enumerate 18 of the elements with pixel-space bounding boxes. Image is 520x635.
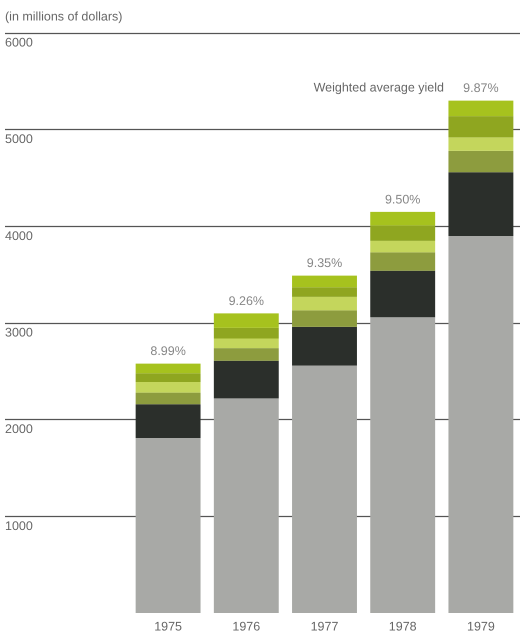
y-tick-label: 5000	[5, 132, 33, 146]
x-tick-label: 1978	[388, 620, 417, 634]
x-tick-label: 1976	[232, 620, 260, 634]
y-tick-label: 2000	[5, 422, 33, 436]
x-tick-label: 1979	[466, 620, 495, 634]
x-tick-label: 1975	[154, 620, 182, 634]
y-tick-label: 1000	[5, 518, 33, 533]
annotation: 9.35%	[306, 256, 342, 270]
annotation: 8.99%	[150, 344, 186, 358]
y-tick-label: 4000	[5, 228, 33, 243]
annotation: 9.26%	[228, 294, 264, 308]
x-tick-label: 1977	[310, 620, 338, 634]
y-tick-label: 6000	[5, 36, 33, 50]
annotation: 9.50%	[384, 192, 420, 206]
annotation: 9.87%	[463, 81, 499, 96]
y-axis-title: (in millions of dollars)	[5, 10, 122, 24]
y-tick-label: 3000	[5, 326, 33, 340]
annotation: Weighted average yield	[314, 80, 444, 94]
